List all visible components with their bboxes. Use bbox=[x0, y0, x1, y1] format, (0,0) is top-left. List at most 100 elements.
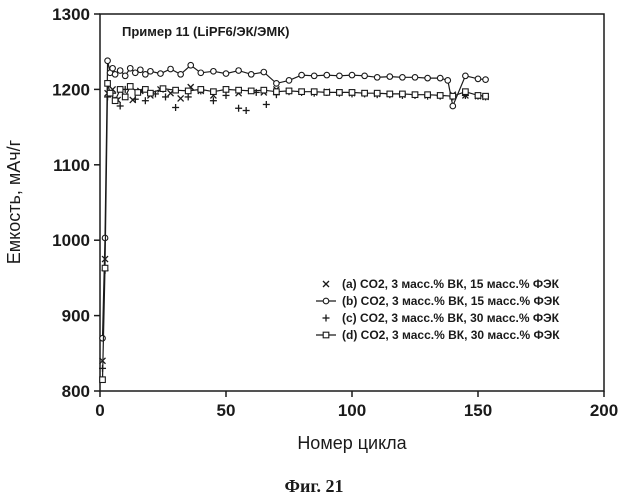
series-d-point bbox=[248, 88, 254, 94]
series-b-point bbox=[117, 68, 123, 74]
series-b-point bbox=[299, 72, 305, 78]
series-c-point bbox=[263, 101, 270, 108]
series-c-point bbox=[185, 93, 192, 100]
series-d-point bbox=[463, 89, 469, 95]
legend: (a) CO2, 3 масс.% ВК, 15 масс.% ФЭК (b) C… bbox=[316, 277, 560, 342]
series-d-point bbox=[127, 84, 133, 90]
series-b-point bbox=[445, 78, 451, 84]
series-b-point bbox=[425, 75, 431, 81]
series-b-point bbox=[105, 58, 111, 64]
series-d-point bbox=[173, 87, 179, 93]
series-c-point bbox=[132, 96, 139, 103]
series-c-point bbox=[172, 104, 179, 111]
legend-d-point bbox=[323, 332, 329, 338]
y-tick-label: 1000 bbox=[52, 231, 90, 250]
series-d-point bbox=[450, 93, 456, 99]
series-b-point bbox=[349, 72, 355, 78]
series-c-point bbox=[243, 107, 250, 114]
series-b-point bbox=[148, 69, 154, 75]
series-c-point bbox=[235, 105, 242, 112]
series-b-point bbox=[122, 73, 128, 79]
legend-d-label: (d) CO2, 3 масс.% ВК, 30 масс.% ФЭК bbox=[342, 328, 560, 342]
series-c-point bbox=[223, 92, 230, 99]
series-d-point bbox=[105, 81, 111, 87]
series-d-point bbox=[100, 377, 106, 383]
y-axis-ticks: 8009001000110012001300 bbox=[52, 5, 100, 401]
series-d-point bbox=[102, 265, 108, 271]
series-d-point bbox=[286, 88, 292, 94]
series-a-point bbox=[178, 95, 184, 101]
y-axis-title: Емкость, мАч/г bbox=[4, 139, 24, 264]
series-b-point bbox=[138, 67, 144, 73]
series-d-point bbox=[135, 90, 141, 96]
legend-a-point bbox=[323, 281, 329, 287]
series-d-point bbox=[198, 87, 204, 93]
legend-c: (c) CO2, 3 масс.% ВК, 30 масс.% ФЭК bbox=[323, 311, 560, 325]
series-b-point bbox=[337, 73, 343, 79]
series-b-point bbox=[110, 65, 116, 71]
series-b-point bbox=[211, 69, 217, 75]
series-d-point bbox=[274, 89, 280, 95]
series-b-point bbox=[374, 75, 380, 81]
series-d-point bbox=[211, 89, 217, 95]
series-b-point bbox=[463, 73, 469, 79]
series-d-point bbox=[349, 90, 355, 96]
series-b-point bbox=[248, 72, 254, 78]
legend-b: (b) CO2, 3 масс.% ВК, 15 масс.% ФЭК bbox=[316, 294, 560, 308]
series-d-point bbox=[223, 87, 229, 93]
series-d-point bbox=[374, 90, 380, 96]
legend-a-label: (a) CO2, 3 масс.% ВК, 15 масс.% ФЭК bbox=[342, 277, 560, 291]
series-d-point bbox=[362, 90, 368, 96]
x-tick-label: 100 bbox=[338, 401, 366, 420]
figure-caption: Фиг. 21 bbox=[285, 476, 344, 496]
series-d-point bbox=[475, 93, 481, 99]
series-b-point bbox=[362, 73, 368, 79]
series-d-point bbox=[185, 88, 191, 94]
series-d-point bbox=[112, 98, 118, 104]
series-b-point bbox=[112, 72, 118, 78]
series-d-point bbox=[261, 87, 267, 93]
x-axis-ticks: 050100150200 bbox=[95, 391, 618, 420]
legend-b-label: (b) CO2, 3 масс.% ВК, 15 масс.% ФЭК bbox=[342, 294, 560, 308]
series-d-point bbox=[160, 86, 166, 92]
series-d-point bbox=[148, 90, 154, 96]
series-b-point bbox=[437, 75, 443, 81]
legend-c-label: (c) CO2, 3 масс.% ВК, 30 масс.% ФЭК bbox=[342, 311, 560, 325]
y-tick-label: 1300 bbox=[52, 5, 90, 24]
legend-b-point bbox=[323, 298, 329, 304]
series-d-point bbox=[483, 93, 489, 99]
series-d-point bbox=[236, 87, 242, 93]
series-d-point bbox=[299, 89, 305, 95]
series-b-point bbox=[387, 74, 393, 80]
series-d-point bbox=[412, 92, 418, 98]
y-tick-label: 1200 bbox=[52, 80, 90, 99]
series-b-point bbox=[274, 81, 280, 87]
series-b-point bbox=[311, 73, 317, 79]
legend-c-point bbox=[323, 315, 330, 322]
series-b-point bbox=[412, 75, 418, 81]
series-b-point bbox=[198, 70, 204, 76]
series-d-point bbox=[107, 90, 113, 96]
series-b-point bbox=[223, 71, 229, 77]
series-d-point bbox=[400, 91, 406, 97]
series-b-point bbox=[168, 66, 174, 72]
series-d-point bbox=[311, 89, 317, 95]
series-d-point bbox=[122, 94, 128, 100]
series-b-point bbox=[261, 69, 267, 75]
series-d-point bbox=[437, 93, 443, 99]
inset-title: Пример 11 (LiPF6/ЭК/ЭМК) bbox=[122, 24, 290, 39]
series-b-point bbox=[236, 68, 242, 74]
x-tick-label: 50 bbox=[217, 401, 236, 420]
series-b-point bbox=[100, 335, 106, 341]
series-c-point bbox=[162, 93, 169, 100]
series-d-point bbox=[387, 91, 393, 97]
series-b-point bbox=[286, 78, 292, 84]
series-d-point bbox=[117, 87, 123, 93]
legend-d: (d) CO2, 3 масс.% ВК, 30 масс.% ФЭК bbox=[316, 328, 560, 342]
series-d-point bbox=[324, 90, 330, 96]
series-d-point bbox=[337, 90, 343, 96]
series-b-point bbox=[483, 77, 489, 83]
legend-a: (a) CO2, 3 масс.% ВК, 15 масс.% ФЭК bbox=[323, 277, 560, 291]
series-b-point bbox=[450, 103, 456, 109]
series-b-point bbox=[188, 62, 194, 68]
